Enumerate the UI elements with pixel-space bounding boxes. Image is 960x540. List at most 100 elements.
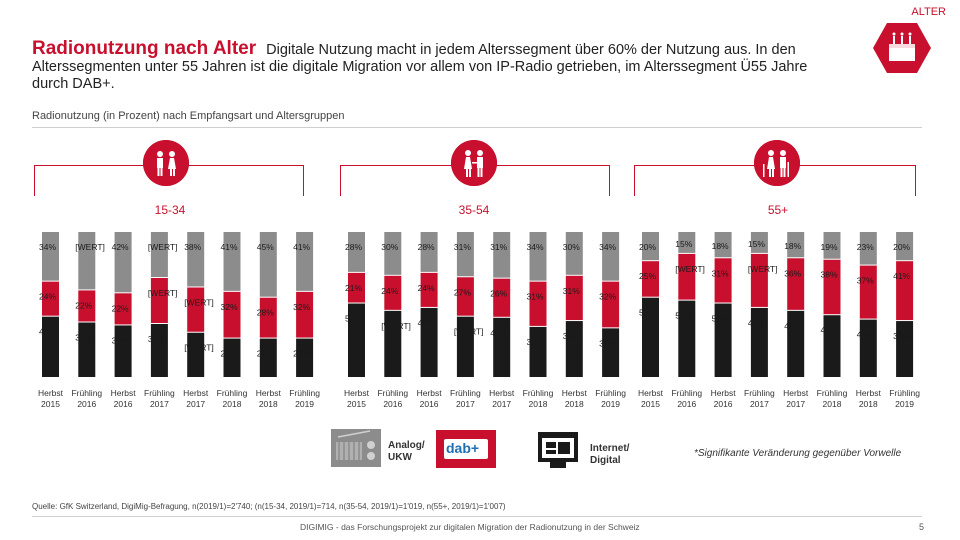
- tick-label-35-54-herbst-2018-1: 2018: [565, 399, 584, 409]
- data-label-35-54-fr-hling-2017-dab: 27%: [454, 287, 471, 297]
- tick-label-15-34-fr-hling-2016-1: 2016: [77, 399, 96, 409]
- data-label-35-54-herbst-2017-dab: 26%: [490, 289, 507, 299]
- bar-15-34-fr-hling-2019-internet: [296, 338, 314, 377]
- data-label-35-54-fr-hling-2019-dab: 32%: [599, 292, 616, 302]
- tick-label-55--fr-hling-2017-0: Frühling: [744, 388, 775, 398]
- tick-label-15-34-herbst-2018-1: 2018: [259, 399, 278, 409]
- bar-55--fr-hling-2016-internet: [678, 300, 696, 377]
- bar-35-54-fr-hling-2019-analog: [602, 232, 620, 281]
- bar-15-34-herbst-2015-dab: [42, 281, 59, 316]
- bar-35-54-herbst-2015-internet: [348, 303, 365, 377]
- data-label-35-54-herbst-2018-dab: 31%: [563, 286, 580, 296]
- data-label-55--fr-hling-2019-analog: 20%: [893, 242, 910, 252]
- bar-55--fr-hling-2019-dab: [896, 261, 914, 321]
- tick-label-55--fr-hling-2019-0: Frühling: [889, 388, 920, 398]
- data-label-15-34-herbst-2017-internet: [WERT]: [184, 343, 214, 353]
- dab-logo-text: dab+: [446, 440, 480, 456]
- tick-label-15-34-fr-hling-2017-0: Frühling: [144, 388, 175, 398]
- bar-15-34-herbst-2018-internet: [259, 338, 277, 377]
- data-label-15-34-fr-hling-2016-analog: [WERT]: [75, 242, 105, 252]
- source-note: Quelle: GfK Switzerland, DigiMig-Befragu…: [32, 502, 506, 511]
- adult-couple-icon-overlay: [451, 140, 497, 186]
- bar-55--herbst-2018-analog: [859, 232, 877, 265]
- data-label-55--fr-hling-2016-analog: 15%: [675, 239, 692, 249]
- corner-section-tag: ALTER: [911, 6, 946, 18]
- legend-internet-line1: Internet/: [590, 443, 630, 454]
- data-label-55--herbst-2018-internet: 40%: [857, 330, 874, 340]
- tick-label-15-34-herbst-2017-0: Herbst: [183, 388, 209, 398]
- tick-label-55--herbst-2018-0: Herbst: [856, 388, 882, 398]
- data-label-35-54-fr-hling-2019-internet: 34%: [599, 338, 616, 348]
- legend-analog: Analog/ UKW: [388, 440, 425, 464]
- tick-label-15-34-fr-hling-2018-0: Frühling: [217, 388, 248, 398]
- bar-15-34-herbst-2015-internet: [42, 316, 59, 377]
- bar-15-34-herbst-2016-dab: [114, 293, 132, 325]
- data-label-35-54-herbst-2015-dab: 21%: [345, 283, 362, 293]
- bar-55--fr-hling-2019-internet: [896, 321, 914, 377]
- chart-subtitle: Radionutzung (in Prozent) nach Empfangsa…: [32, 110, 345, 122]
- tick-label-55--herbst-2017-1: 2017: [786, 399, 805, 409]
- data-label-15-34-fr-hling-2019-dab: 32%: [293, 302, 310, 312]
- tick-label-55--herbst-2017-0: Herbst: [783, 388, 809, 398]
- bar-15-34-herbst-2016-analog: [114, 232, 132, 293]
- title-block: Radionutzung nach Alter Digitale Nutzung…: [32, 38, 832, 93]
- subtitle-divider: [32, 127, 922, 128]
- data-label-15-34-fr-hling-2018-dab: 32%: [221, 302, 238, 312]
- tick-label-15-34-fr-hling-2016-0: Frühling: [71, 388, 102, 398]
- bar-35-54-fr-hling-2019-internet: [602, 328, 620, 377]
- bar-35-54-herbst-2015-dab: [348, 272, 365, 303]
- tick-label-55--fr-hling-2018-0: Frühling: [817, 388, 848, 398]
- bar-35-54-fr-hling-2016-internet: [384, 310, 402, 377]
- tick-label-15-34-fr-hling-2017-1: 2017: [150, 399, 169, 409]
- bar-35-54-fr-hling-2016-analog: [384, 232, 402, 275]
- tick-label-35-54-fr-hling-2017-0: Frühling: [450, 388, 481, 398]
- senior-couple-icon-overlay: [754, 140, 800, 186]
- bar-15-34-fr-hling-2016-dab: [78, 290, 96, 322]
- bar-15-34-fr-hling-2018-dab: [223, 291, 241, 338]
- data-label-15-34-herbst-2015-analog: 34%: [39, 242, 56, 252]
- computer-screen-icon: [538, 432, 578, 468]
- legend-analog-line2: UKW: [388, 452, 412, 463]
- tick-label-35-54-fr-hling-2018-0: Frühling: [523, 388, 554, 398]
- data-label-55--fr-hling-2017-dab: [WERT]: [748, 264, 778, 274]
- bar-35-54-fr-hling-2018-internet: [529, 326, 547, 377]
- bar-35-54-herbst-2016-analog: [420, 232, 438, 272]
- data-label-35-54-fr-hling-2018-analog: 34%: [527, 242, 544, 252]
- bar-35-54-fr-hling-2019-dab: [602, 281, 620, 328]
- data-label-35-54-herbst-2016-dab: 24%: [418, 283, 435, 293]
- bar-15-34-herbst-2017-dab: [187, 287, 205, 332]
- bar-55--herbst-2016-dab: [714, 258, 732, 303]
- data-label-15-34-fr-hling-2018-internet: 27%: [221, 349, 238, 359]
- group-label-15-34: 15-34: [154, 203, 186, 217]
- group-label-55plus: 55+: [767, 203, 789, 217]
- tick-label-35-54-fr-hling-2016-1: 2016: [383, 399, 402, 409]
- data-label-15-34-herbst-2018-analog: 45%: [257, 242, 274, 252]
- bar-55--herbst-2017-internet: [787, 310, 805, 377]
- footer-text: DIGIMIG - das Forschungsprojekt zur digi…: [300, 522, 640, 532]
- data-label-15-34-herbst-2017-analog: 38%: [184, 242, 201, 252]
- tick-label-55--herbst-2015-1: 2015: [641, 399, 660, 409]
- data-label-55--herbst-2017-analog: 18%: [784, 241, 801, 251]
- bar-15-34-herbst-2015-analog: [42, 232, 59, 281]
- bar-15-34-fr-hling-2019-dab: [296, 291, 314, 338]
- data-label-35-54-herbst-2017-analog: 31%: [490, 242, 507, 252]
- bar-55--herbst-2017-analog: [787, 232, 805, 258]
- tick-label-35-54-fr-hling-2017-1: 2017: [456, 399, 475, 409]
- bar-35-54-fr-hling-2017-dab: [456, 277, 474, 316]
- data-label-35-54-fr-hling-2016-internet: [WERT]: [381, 321, 411, 331]
- page-title: Radionutzung nach Alter: [32, 38, 257, 59]
- bar-55--fr-hling-2017-internet: [750, 307, 768, 377]
- data-label-55--herbst-2018-analog: 23%: [857, 242, 874, 252]
- data-label-15-34-fr-hling-2017-analog: [WERT]: [148, 242, 178, 252]
- bar-15-34-herbst-2017-internet: [187, 332, 205, 377]
- tick-label-35-54-fr-hling-2019-0: Frühling: [595, 388, 626, 398]
- bar-35-54-herbst-2017-analog: [493, 232, 511, 278]
- data-label-55--fr-hling-2017-analog: 15%: [748, 239, 765, 249]
- tick-label-55--fr-hling-2016-1: 2016: [677, 399, 696, 409]
- data-label-35-54-herbst-2018-internet: 39%: [563, 331, 580, 341]
- data-label-15-34-herbst-2016-dab: 22%: [112, 303, 129, 313]
- bar-35-54-herbst-2016-dab: [420, 272, 438, 307]
- bar-15-34-herbst-2017-analog: [187, 232, 205, 287]
- data-label-35-54-herbst-2018-analog: 30%: [563, 242, 580, 252]
